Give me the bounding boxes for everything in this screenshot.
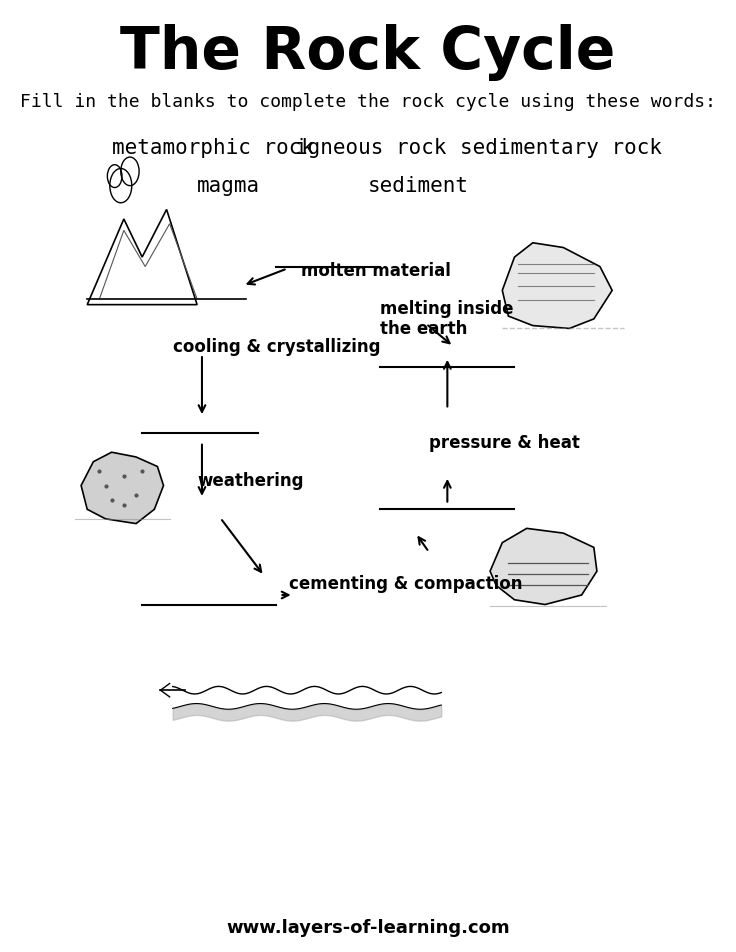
Text: metamorphic rock: metamorphic rock xyxy=(112,137,314,158)
Text: sedimentary rock: sedimentary rock xyxy=(459,137,662,158)
Text: weathering: weathering xyxy=(197,472,303,489)
Text: The Rock Cycle: The Rock Cycle xyxy=(120,24,616,81)
Text: cooling & crystallizing: cooling & crystallizing xyxy=(173,339,381,356)
Polygon shape xyxy=(502,243,612,328)
Text: magma: magma xyxy=(197,175,261,196)
Text: sediment: sediment xyxy=(368,175,469,196)
Text: www.layers-of-learning.com: www.layers-of-learning.com xyxy=(226,920,510,937)
Text: igneous rock: igneous rock xyxy=(294,137,446,158)
Polygon shape xyxy=(81,452,163,524)
Text: melting inside
the earth: melting inside the earth xyxy=(381,300,514,338)
Text: cementing & compaction: cementing & compaction xyxy=(289,575,522,592)
Polygon shape xyxy=(490,528,597,605)
Text: pressure & heat: pressure & heat xyxy=(429,434,580,451)
Text: molten material: molten material xyxy=(301,263,450,280)
Text: Fill in the blanks to complete the rock cycle using these words:: Fill in the blanks to complete the rock … xyxy=(20,93,716,110)
